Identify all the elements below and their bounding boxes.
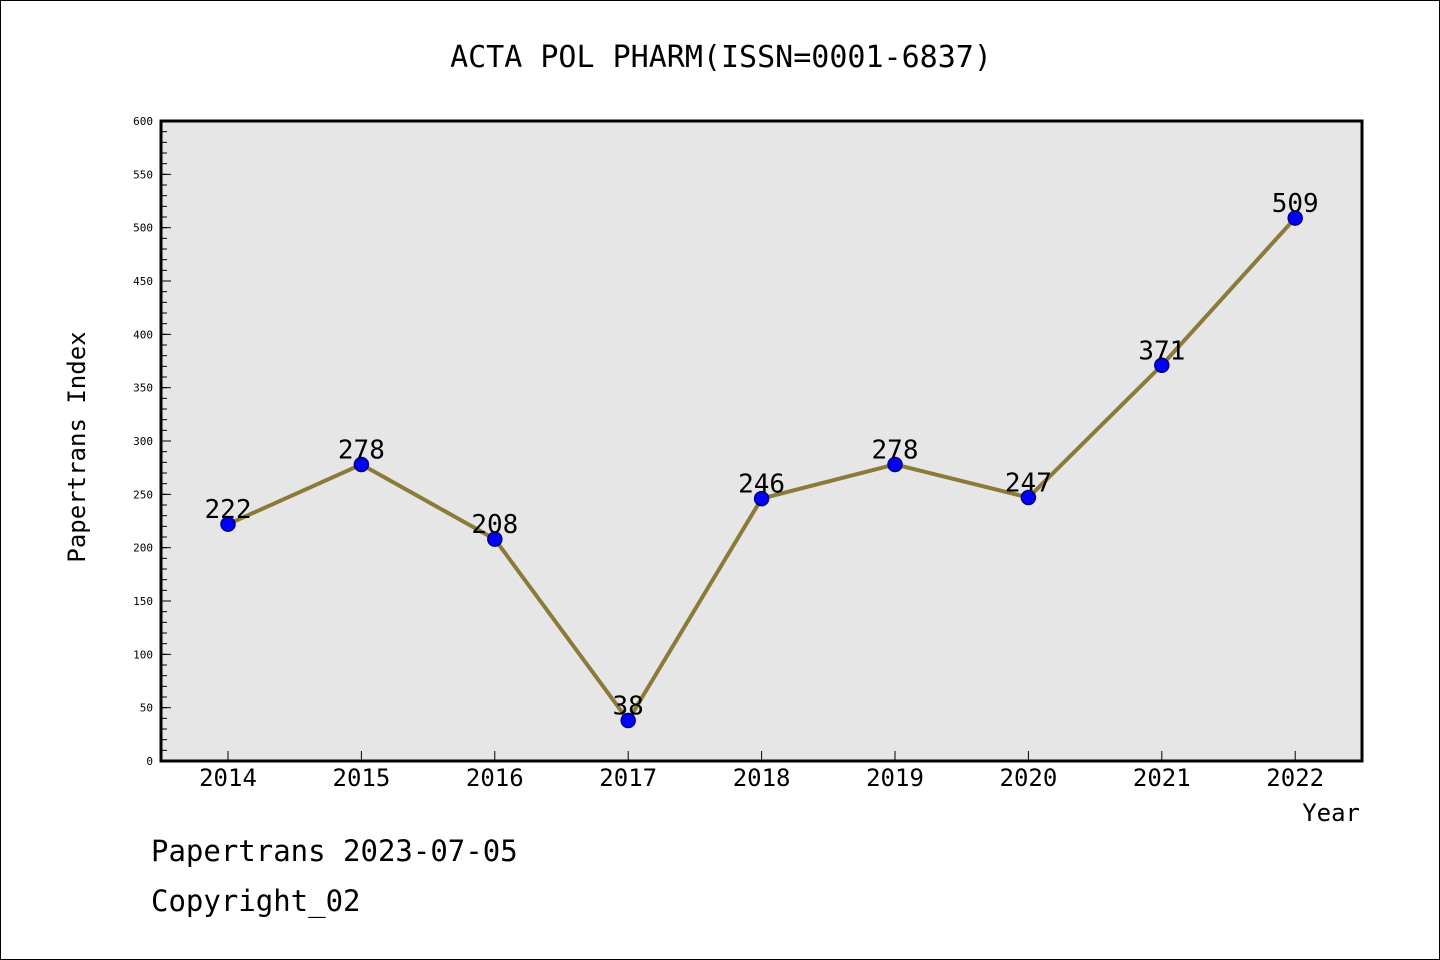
data-point [1287, 210, 1303, 226]
data-point [887, 456, 903, 473]
y-tick-label: 350 [133, 382, 153, 395]
x-axis-label: Year [1302, 799, 1360, 827]
data-point [220, 516, 236, 532]
y-tick-label: 450 [133, 275, 153, 288]
plot-area [161, 121, 1362, 761]
x-tick-label: 2015 [333, 764, 391, 792]
data-label: 208 [471, 510, 518, 540]
y-tick-label: 300 [133, 435, 153, 448]
data-label: 38 [613, 691, 644, 721]
data-point [353, 456, 370, 473]
y-tick-label: 0 [146, 755, 153, 768]
y-axis-label: Papertrans Index [63, 331, 91, 562]
data-label: 509 [1272, 189, 1319, 219]
data-points-group [220, 210, 1303, 729]
data-label: 371 [1138, 336, 1185, 366]
data-labels-group: 222 278 208 38 246 278 247 371 509 [205, 189, 1319, 721]
data-label: 222 [205, 495, 252, 525]
x-tick-label: 2014 [199, 764, 257, 792]
y-tick-label: 250 [133, 488, 153, 501]
y-tick-label: 100 [133, 648, 153, 661]
chart-title: ACTA POL PHARM(ISSN=0001-6837) [450, 40, 992, 75]
data-point [1154, 357, 1170, 374]
x-tick-label: 2021 [1133, 764, 1191, 792]
footer-copyright-text: Copyright_02 [151, 884, 361, 918]
data-label: 247 [1005, 469, 1052, 499]
data-label: 278 [338, 435, 385, 465]
x-tick-label: 2020 [1000, 764, 1058, 792]
x-axis: 2014 2015 2016 2017 2018 2019 2020 2021 2022 [199, 751, 1324, 792]
y-tick-label: 150 [133, 595, 153, 608]
data-label: 278 [872, 435, 919, 465]
data-point [487, 531, 503, 547]
data-point [753, 490, 770, 507]
data-point [1020, 489, 1037, 506]
plot-frame [159, 119, 1364, 763]
x-tick-label: 2022 [1266, 764, 1324, 792]
data-point [620, 712, 636, 729]
x-tick-label: 2018 [733, 764, 791, 792]
y-tick-label: 500 [133, 222, 153, 235]
y-tick-label: 50 [140, 702, 153, 715]
y-axis: 0 50 100 150 200 250 300 350 400 450 500 550 600 [133, 115, 171, 768]
y-tick-label: 200 [133, 542, 153, 555]
x-tick-label: 2017 [599, 764, 657, 792]
y-tick-label: 600 [133, 115, 153, 128]
footer-date-text: Papertrans 2023-07-05 [151, 834, 518, 868]
x-tick-label: 2019 [866, 764, 924, 792]
data-label: 246 [738, 470, 785, 500]
y-tick-label: 400 [133, 328, 153, 341]
x-tick-label: 2016 [466, 764, 524, 792]
y-tick-label: 550 [133, 168, 153, 181]
